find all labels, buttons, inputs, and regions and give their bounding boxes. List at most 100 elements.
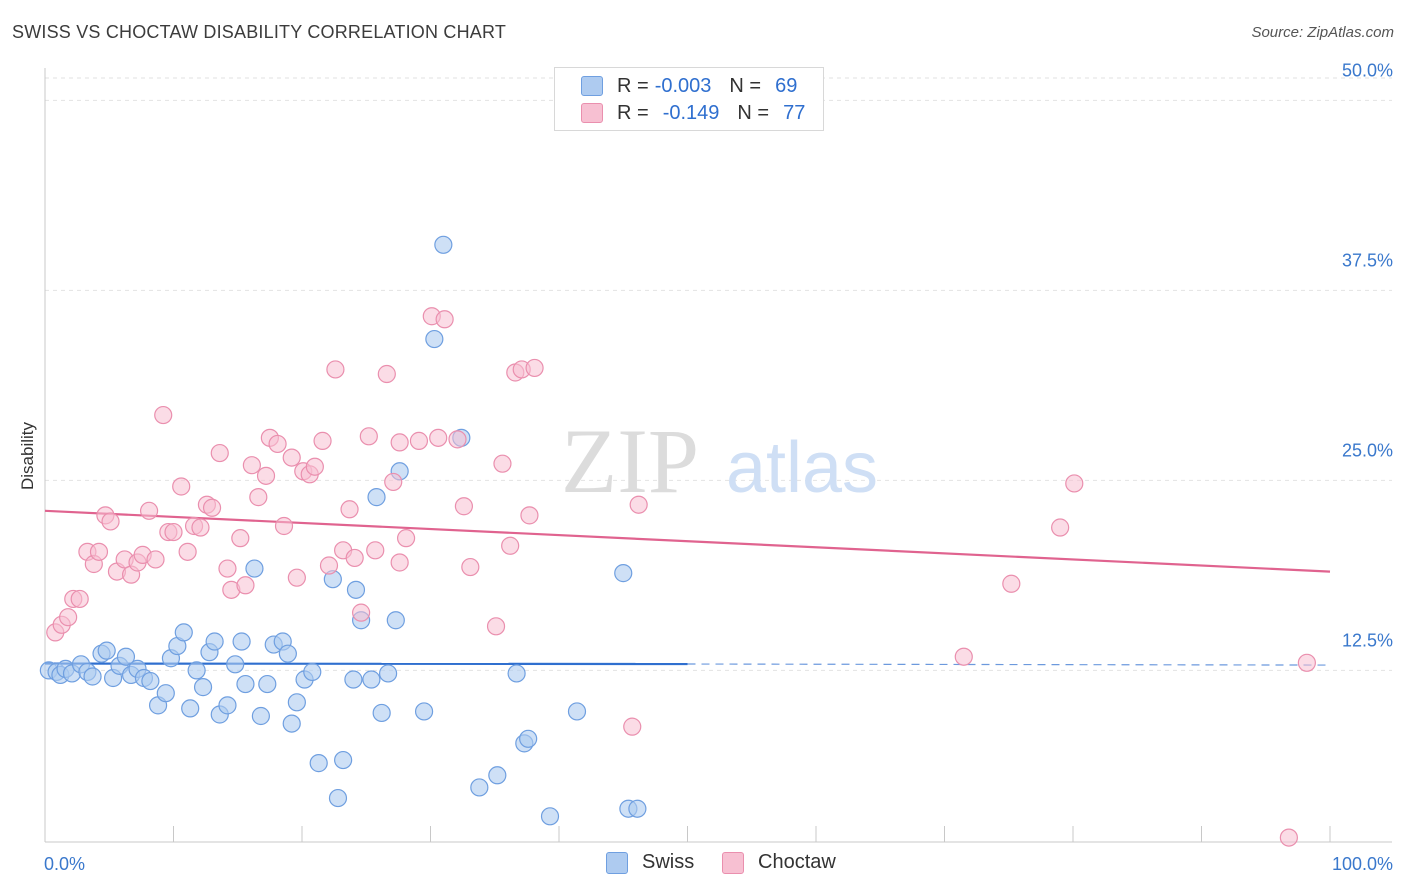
swiss-point <box>628 799 647 818</box>
legend-choctaw-n-value: 77 <box>783 101 806 124</box>
choctaw-point <box>435 310 454 329</box>
swiss-point <box>309 754 328 773</box>
choctaw-point <box>313 431 332 450</box>
choctaw-point <box>384 472 403 492</box>
choctaw-point <box>1279 828 1298 847</box>
choctaw-point <box>623 717 642 736</box>
legend: R = -0.003 N = 69 R = -0.149 N = 77 <box>554 67 824 131</box>
swiss-point <box>245 559 264 578</box>
choctaw-point <box>454 497 474 516</box>
swiss-point <box>187 661 206 680</box>
choctaw-point <box>59 608 78 627</box>
choctaw-point <box>218 559 237 578</box>
swiss-point <box>378 664 398 683</box>
y-tick-label: 50.0% <box>1342 60 1393 80</box>
choctaw-point <box>178 542 197 561</box>
swiss-point <box>251 706 270 726</box>
choctaw-point <box>520 506 539 525</box>
choctaw-point <box>493 454 512 473</box>
choctaw-point <box>525 358 544 378</box>
swiss-point <box>174 623 193 642</box>
swiss-point <box>567 702 587 721</box>
swiss-point <box>205 632 224 651</box>
choctaw-point <box>287 568 306 587</box>
y-axis-label: Disability <box>18 421 37 490</box>
choctaw-point <box>448 430 467 449</box>
swiss-point <box>344 670 363 689</box>
choctaw-point <box>256 466 276 485</box>
choctaw-point <box>629 495 648 514</box>
y-tick-label: 12.5% <box>1342 630 1393 650</box>
choctaw-point <box>202 498 222 517</box>
swiss-point <box>367 488 386 507</box>
swiss-trend-extension <box>687 663 1331 666</box>
swiss-point <box>372 703 391 723</box>
watermark-zip: ZIP <box>561 410 699 512</box>
choctaw-point <box>429 428 448 447</box>
x-tick-label-max: 100.0% <box>1332 854 1393 874</box>
swiss-point <box>193 678 213 697</box>
choctaw-point <box>359 427 378 446</box>
legend-choctaw-r-value: -0.149 <box>662 101 720 124</box>
choctaw-point <box>501 536 520 555</box>
y-tick-label: 37.5% <box>1342 250 1393 270</box>
swiss-point <box>425 329 444 349</box>
choctaw-point <box>486 617 506 636</box>
choctaw-point <box>461 557 480 577</box>
choctaw-point <box>164 522 183 542</box>
x-tick-label-min: 0.0% <box>44 854 85 874</box>
swiss-point <box>334 750 353 770</box>
tick-labels: 12.5% 25.0% 37.5% 50.0% 0.0% 100.0% <box>44 60 1393 874</box>
legend-swiss-swatch <box>581 76 603 96</box>
swiss-point <box>287 693 306 712</box>
swiss-point <box>328 788 348 808</box>
choctaw-point <box>377 364 396 384</box>
swiss-point <box>362 670 381 689</box>
legend-swiss-n-value: 69 <box>775 74 798 97</box>
swiss-point <box>83 667 102 686</box>
swiss-point <box>303 662 322 682</box>
swiss-point <box>434 235 453 254</box>
swiss-point <box>156 684 175 703</box>
swiss-point <box>488 766 507 785</box>
swiss-point <box>414 702 434 721</box>
swiss-point <box>386 611 405 630</box>
legend-choctaw-swatch <box>581 103 603 123</box>
swiss-point <box>540 807 560 826</box>
choctaw-point <box>139 501 159 520</box>
choctaw-point <box>390 553 409 572</box>
swiss-point <box>97 641 116 660</box>
bottom-legend-choctaw: Choctaw <box>722 851 836 874</box>
choctaw-point <box>236 576 255 595</box>
swiss-point <box>507 664 526 683</box>
watermark-atlas: atlas <box>726 428 878 508</box>
swiss-point <box>232 632 251 651</box>
choctaw-point <box>268 434 287 454</box>
swiss-point <box>519 729 538 748</box>
y-tick-label: 25.0% <box>1342 440 1393 460</box>
legend-swiss-r-value: -0.003 <box>654 74 712 97</box>
swiss-point <box>278 644 297 663</box>
swiss-point <box>181 699 200 718</box>
choctaw-point <box>146 550 165 569</box>
choctaw-point <box>326 360 345 379</box>
choctaw-point <box>305 457 324 476</box>
legend-choctaw: R = -0.149 N = 77 <box>581 100 805 126</box>
bottom-legend-swiss-label: Swiss <box>642 851 695 873</box>
bottom-legend-swiss-swatch <box>606 851 628 874</box>
choctaw-point <box>1297 653 1316 672</box>
swiss-point <box>282 714 301 733</box>
choctaw-point <box>154 405 173 425</box>
choctaw-point <box>366 541 385 560</box>
swiss-point <box>116 647 136 666</box>
choctaw-point <box>319 556 339 575</box>
choctaw-point <box>1002 574 1021 593</box>
choctaw-point <box>1065 474 1084 493</box>
legend-swiss-n-label: N = <box>729 74 762 97</box>
choctaw-point <box>210 443 229 463</box>
trend-lines <box>44 509 1331 666</box>
source-label: Source: ZipAtlas.com <box>1251 24 1394 41</box>
choctaw-point <box>70 589 89 609</box>
swiss-point <box>226 655 245 674</box>
